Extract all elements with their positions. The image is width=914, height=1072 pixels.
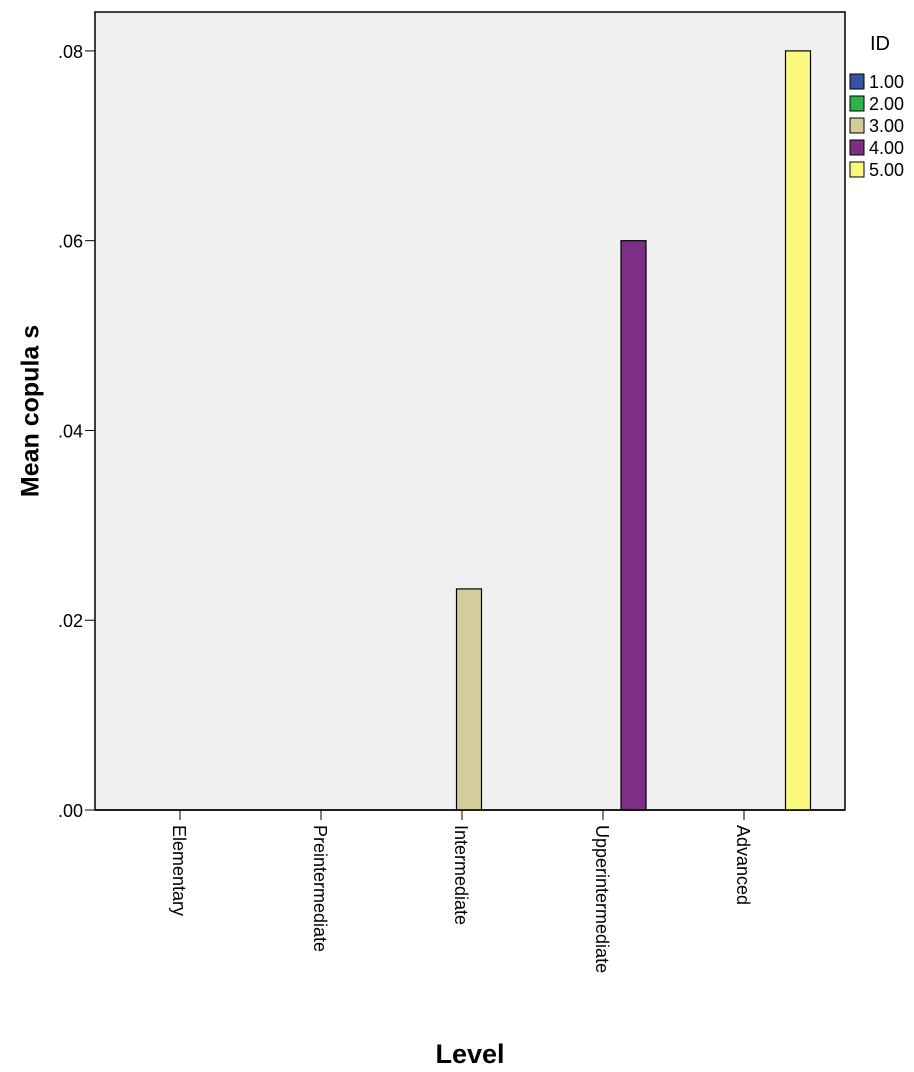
legend-swatch <box>849 117 865 134</box>
y-tick-label: .08 <box>58 42 83 62</box>
legend-swatch <box>849 95 865 112</box>
legend-label: 5.00 <box>869 160 904 180</box>
legend-title: ID <box>870 33 890 55</box>
bar <box>455 588 483 811</box>
legend-swatch <box>849 161 865 178</box>
x-tick-label: Intermediate <box>451 825 471 925</box>
bar <box>620 240 647 811</box>
bar <box>784 50 812 811</box>
legend-swatch <box>849 139 865 156</box>
y-axis-title: Mean copula s <box>17 325 45 497</box>
legend-label: 1.00 <box>869 72 904 92</box>
legend-label: 2.00 <box>869 94 904 114</box>
x-axis-title: Level <box>435 1039 504 1067</box>
x-tick-label: Preintermediate <box>310 825 330 952</box>
y-tick-label: .04 <box>58 421 83 441</box>
y-tick-label: .00 <box>58 801 83 821</box>
y-tick-label: .06 <box>58 232 83 252</box>
legend-label: 3.00 <box>869 116 904 136</box>
legend-label: 4.00 <box>869 138 904 158</box>
x-tick-label: Elementary <box>169 825 189 916</box>
y-tick-label: .02 <box>58 611 83 631</box>
x-tick-label: Advanced <box>733 825 753 905</box>
legend-swatch <box>849 73 865 90</box>
x-tick-label: Upperintermediate <box>592 825 612 973</box>
